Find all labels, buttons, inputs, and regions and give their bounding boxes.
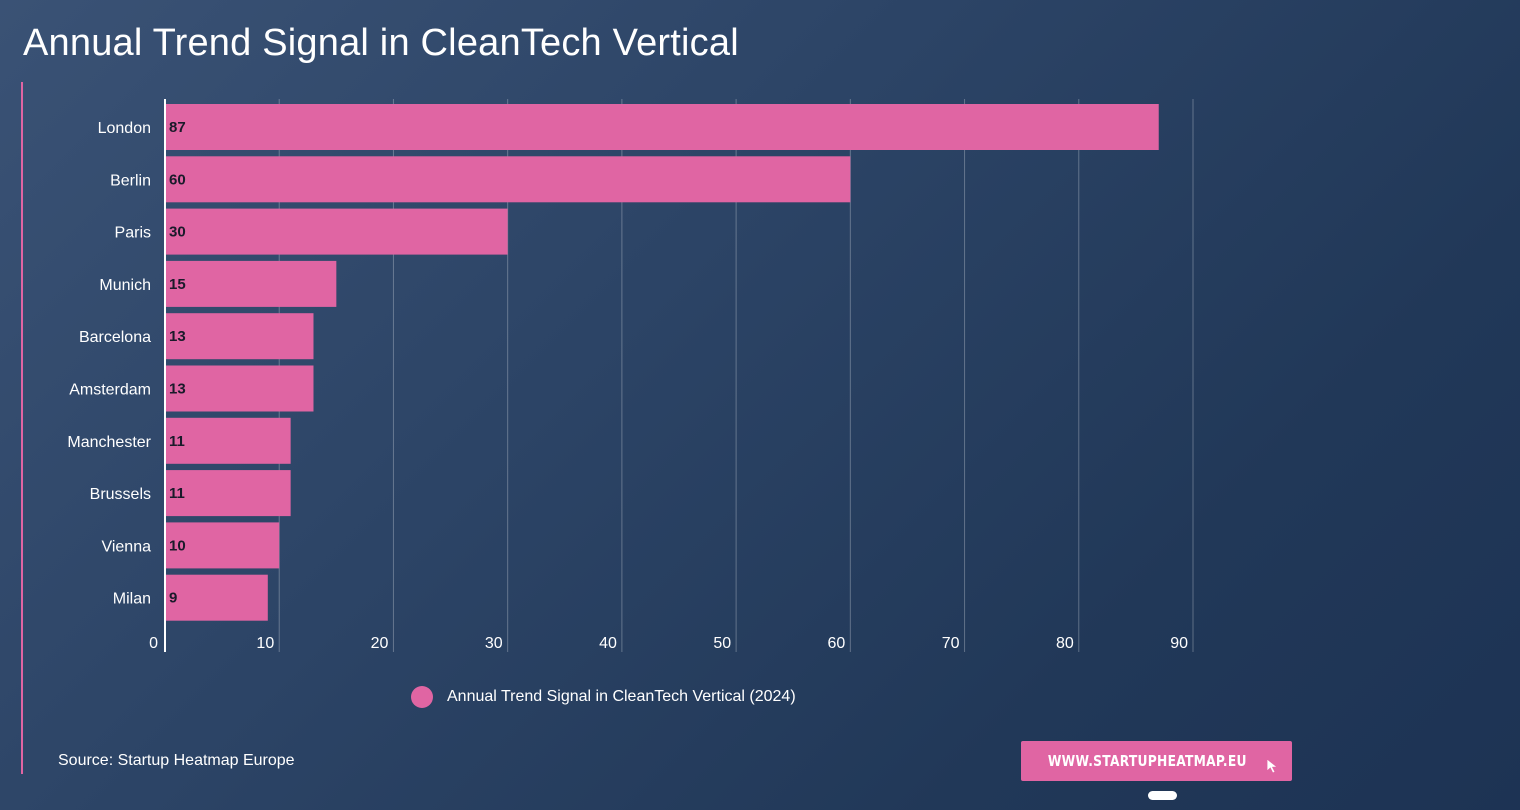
- x-tick-label: 10: [256, 635, 274, 652]
- page-title: Annual Trend Signal in CleanTech Vertica…: [23, 22, 739, 64]
- bar-value-label: 13: [169, 328, 186, 345]
- category-label: Paris: [115, 225, 151, 242]
- x-tick-label: 70: [942, 635, 960, 652]
- left-accent-rule: [21, 82, 23, 774]
- bar: [166, 156, 851, 203]
- x-tick-label: 60: [828, 635, 846, 652]
- bar-value-label: 15: [169, 276, 186, 293]
- x-tick-label: 40: [599, 635, 617, 652]
- source-note: Source: Startup Heatmap Europe: [58, 752, 295, 769]
- x-tick-label: 0: [149, 635, 158, 652]
- bar: [166, 313, 314, 360]
- category-label: Amsterdam: [69, 382, 151, 399]
- bar: [166, 417, 291, 464]
- legend: Annual Trend Signal in CleanTech Vertica…: [411, 685, 796, 709]
- category-label: Brussels: [90, 486, 151, 503]
- bar: [166, 260, 337, 307]
- x-tick-label: 90: [1170, 635, 1188, 652]
- category-label: Munich: [99, 277, 151, 294]
- bar-value-label: 60: [169, 171, 186, 188]
- category-label: Milan: [113, 591, 151, 608]
- bar-value-label: 13: [169, 381, 186, 398]
- x-tick-labels: 0 10 20 30 40 50 60 70 80 90: [149, 635, 1188, 652]
- scroll-indicator[interactable]: [1148, 791, 1177, 800]
- bar-value-label: 11: [169, 485, 185, 502]
- bar-value-label: 87: [169, 119, 186, 136]
- bar: [166, 104, 1159, 150]
- x-tick-label: 80: [1056, 635, 1074, 652]
- legend-label: Annual Trend Signal in CleanTech Vertica…: [447, 688, 796, 705]
- website-link-label: WWW.STARTUPHEATMAP.EU: [1048, 752, 1247, 770]
- x-tick-label: 50: [713, 635, 731, 652]
- category-label: Vienna: [101, 538, 151, 555]
- category-label: Berlin: [110, 172, 151, 189]
- bar-value-label: 11: [169, 433, 185, 450]
- bar: [166, 522, 280, 569]
- bar: [166, 208, 508, 255]
- category-labels: London Berlin Paris Munich Barcelona Amsterda…: [67, 120, 151, 608]
- x-tick-label: 20: [371, 635, 389, 652]
- bar: [166, 365, 314, 412]
- bar-value-label: 30: [169, 224, 186, 241]
- category-label: Manchester: [67, 434, 151, 451]
- category-label: Barcelona: [79, 329, 151, 346]
- bar: [166, 470, 291, 517]
- bar-value-label: 9: [169, 590, 177, 607]
- website-link-button[interactable]: WWW.STARTUPHEATMAP.EU: [1021, 741, 1292, 781]
- category-label: London: [98, 120, 151, 137]
- cursor-icon: [1266, 758, 1279, 774]
- bar-value-label: 10: [169, 537, 186, 554]
- bars: 87 60 30 15 13 13 11 11 10 9: [166, 104, 1159, 621]
- x-tick-label: 30: [485, 635, 503, 652]
- bar: [166, 574, 268, 621]
- legend-swatch: [411, 686, 433, 708]
